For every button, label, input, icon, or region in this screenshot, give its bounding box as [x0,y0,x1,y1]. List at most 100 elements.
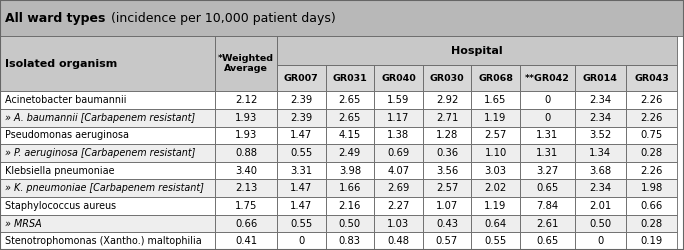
FancyBboxPatch shape [326,232,374,250]
Text: 1.03: 1.03 [387,218,410,228]
Text: 1.47: 1.47 [290,183,313,193]
Text: 2.26: 2.26 [640,113,663,123]
FancyBboxPatch shape [626,91,677,109]
Text: 2.02: 2.02 [484,183,507,193]
Text: 1.93: 1.93 [235,130,257,140]
FancyBboxPatch shape [326,144,374,162]
Text: 2.57: 2.57 [436,183,458,193]
Text: 3.31: 3.31 [290,166,313,175]
FancyBboxPatch shape [374,91,423,109]
Text: 1.38: 1.38 [387,130,410,140]
Text: 0.66: 0.66 [640,201,663,211]
Text: 1.47: 1.47 [290,201,313,211]
FancyBboxPatch shape [374,126,423,144]
FancyBboxPatch shape [423,65,471,91]
FancyBboxPatch shape [326,91,374,109]
FancyBboxPatch shape [326,197,374,215]
FancyBboxPatch shape [520,162,575,180]
Text: 1.75: 1.75 [235,201,257,211]
FancyBboxPatch shape [471,144,520,162]
Text: 2.16: 2.16 [339,201,361,211]
Text: (incidence per 10,000 patient days): (incidence per 10,000 patient days) [107,12,335,25]
FancyBboxPatch shape [423,197,471,215]
FancyBboxPatch shape [374,162,423,180]
Text: 0: 0 [597,236,603,246]
FancyBboxPatch shape [0,126,215,144]
FancyBboxPatch shape [277,232,326,250]
FancyBboxPatch shape [626,144,677,162]
FancyBboxPatch shape [0,109,215,126]
FancyBboxPatch shape [471,215,520,232]
Text: Stenotrophomonas (Xantho.) maltophilia: Stenotrophomonas (Xantho.) maltophilia [5,236,202,246]
Text: 0.55: 0.55 [290,218,313,228]
Text: 3.40: 3.40 [235,166,257,175]
Text: 0.50: 0.50 [339,218,361,228]
FancyBboxPatch shape [277,144,326,162]
FancyBboxPatch shape [215,215,277,232]
FancyBboxPatch shape [575,144,626,162]
Text: Staphylococcus aureus: Staphylococcus aureus [5,201,116,211]
FancyBboxPatch shape [215,91,277,109]
Text: 1.19: 1.19 [484,113,507,123]
Text: Isolated organism: Isolated organism [5,59,118,69]
FancyBboxPatch shape [423,144,471,162]
FancyBboxPatch shape [0,180,215,197]
Text: 0: 0 [544,95,551,105]
FancyBboxPatch shape [374,232,423,250]
Text: 0.65: 0.65 [536,236,558,246]
Text: 2.27: 2.27 [387,201,410,211]
FancyBboxPatch shape [0,91,215,109]
FancyBboxPatch shape [575,126,626,144]
FancyBboxPatch shape [326,126,374,144]
FancyBboxPatch shape [520,91,575,109]
Text: 0.64: 0.64 [484,218,507,228]
FancyBboxPatch shape [520,144,575,162]
Text: 2.65: 2.65 [339,95,361,105]
FancyBboxPatch shape [520,126,575,144]
Text: » A. baumannii [Carbapenem resistant]: » A. baumannii [Carbapenem resistant] [5,113,196,123]
FancyBboxPatch shape [374,144,423,162]
Text: 0: 0 [298,236,304,246]
Text: 3.27: 3.27 [536,166,558,175]
Text: Hospital: Hospital [451,46,503,56]
FancyBboxPatch shape [326,180,374,197]
Text: Pseudomonas aeruginosa: Pseudomonas aeruginosa [5,130,129,140]
Text: 3.52: 3.52 [589,130,611,140]
Text: 0.69: 0.69 [387,148,410,158]
Text: GR068: GR068 [478,74,513,82]
Text: 0.88: 0.88 [235,148,257,158]
Text: 0: 0 [544,113,551,123]
Text: 0.41: 0.41 [235,236,257,246]
FancyBboxPatch shape [0,162,215,180]
Text: 2.57: 2.57 [484,130,507,140]
FancyBboxPatch shape [215,126,277,144]
FancyBboxPatch shape [626,109,677,126]
Text: 2.26: 2.26 [640,166,663,175]
Text: 2.34: 2.34 [589,95,611,105]
Text: 1.19: 1.19 [484,201,507,211]
FancyBboxPatch shape [277,215,326,232]
FancyBboxPatch shape [626,180,677,197]
FancyBboxPatch shape [471,162,520,180]
FancyBboxPatch shape [374,180,423,197]
FancyBboxPatch shape [215,144,277,162]
FancyBboxPatch shape [277,126,326,144]
FancyBboxPatch shape [277,162,326,180]
Text: All ward types: All ward types [5,12,106,25]
Text: 1.93: 1.93 [235,113,257,123]
FancyBboxPatch shape [471,126,520,144]
FancyBboxPatch shape [0,197,215,215]
Text: 1.10: 1.10 [484,148,507,158]
Text: 0.65: 0.65 [536,183,558,193]
Text: 1.66: 1.66 [339,183,361,193]
Text: 2.65: 2.65 [339,113,361,123]
Text: GR040: GR040 [381,74,416,82]
Text: Acinetobacter baumannii: Acinetobacter baumannii [5,95,127,105]
FancyBboxPatch shape [277,91,326,109]
FancyBboxPatch shape [626,126,677,144]
FancyBboxPatch shape [374,215,423,232]
Text: 3.03: 3.03 [484,166,507,175]
FancyBboxPatch shape [575,197,626,215]
FancyBboxPatch shape [374,65,423,91]
Text: 2.34: 2.34 [589,113,611,123]
